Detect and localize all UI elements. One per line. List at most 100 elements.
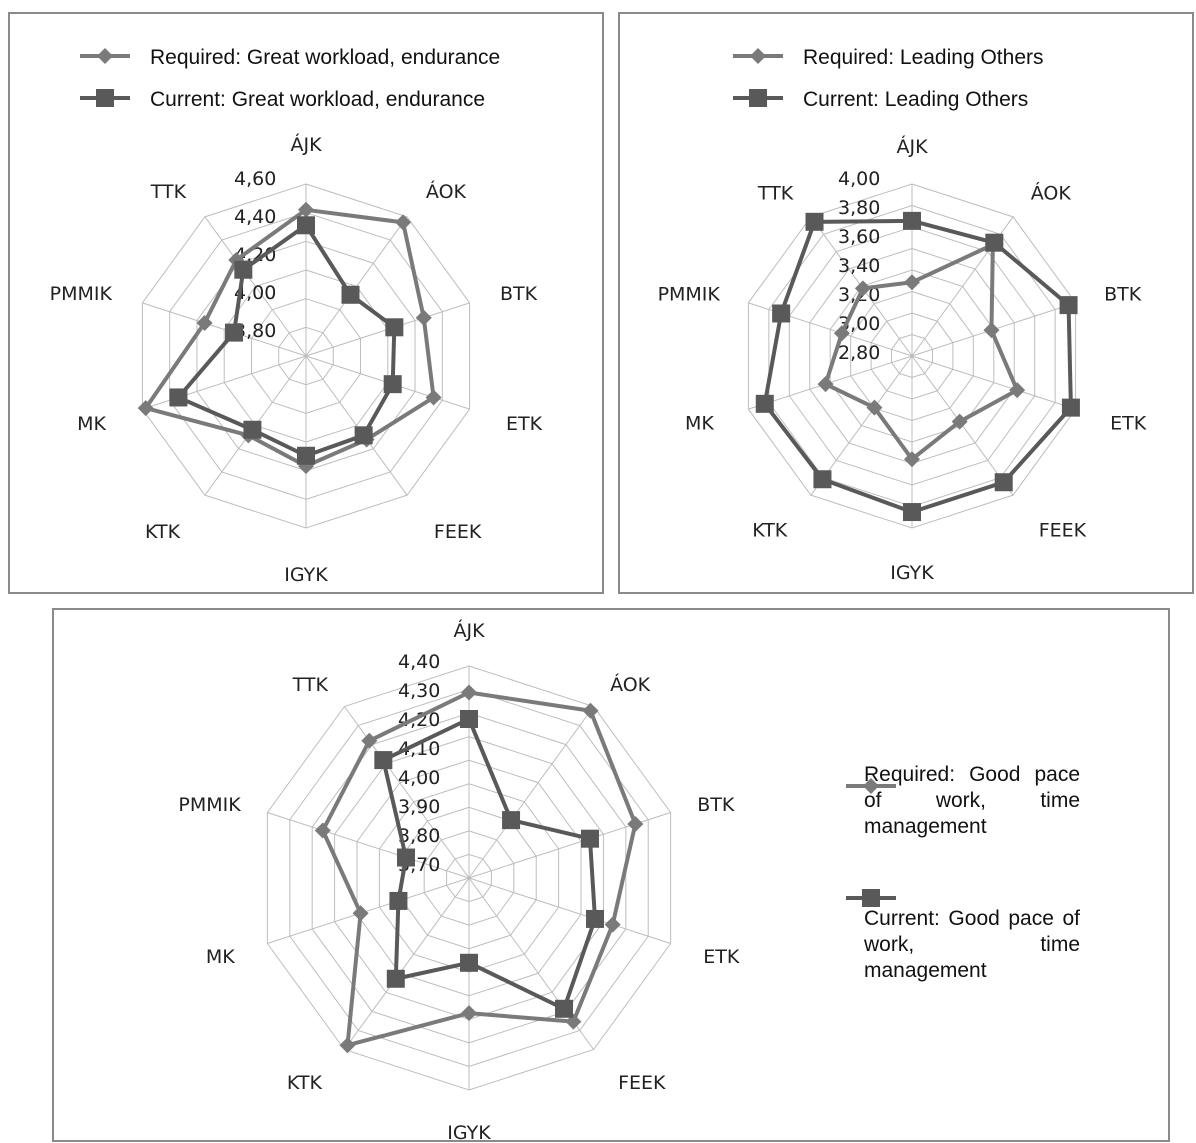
- category-label: IGYK: [447, 1122, 491, 1143]
- data-point-required: [352, 905, 369, 922]
- data-point-current: [341, 285, 360, 304]
- grid-spoke: [343, 706, 470, 879]
- data-point-current: [374, 751, 393, 770]
- data-point-current: [243, 420, 262, 439]
- data-point-current: [169, 388, 188, 407]
- tick-label: 4,10: [398, 738, 440, 760]
- data-point-current: [903, 503, 921, 522]
- radar-chart-0: 4,60 4,40 4,20 4,00 3,80 ÁJK ÁOK BTK ETK FEEK IGYK…: [50, 46, 543, 586]
- data-point-current: [460, 953, 478, 972]
- data-point-required: [137, 400, 154, 417]
- data-point-required: [854, 280, 871, 297]
- data-point-current: [994, 473, 1013, 492]
- category-label: ÁJK: [290, 133, 322, 156]
- data-point-current: [386, 969, 405, 988]
- data-point-current: [225, 323, 244, 342]
- data-point-required: [425, 389, 442, 406]
- data-point-current: [903, 211, 921, 230]
- grid-spoke: [305, 355, 408, 496]
- data-point-required: [415, 309, 432, 326]
- category-label: ÁJK: [453, 619, 485, 642]
- data-point-current: [502, 811, 521, 830]
- data-point-current: [297, 446, 315, 465]
- data-point-required: [604, 916, 621, 933]
- data-point-current: [580, 829, 599, 848]
- legend-label: Required: Leading Others: [803, 46, 1044, 69]
- tick-label: 4,40: [234, 206, 276, 228]
- grid-spoke: [267, 812, 470, 879]
- tick-label: 4,40: [398, 651, 440, 673]
- category-label: PMMIK: [658, 284, 721, 306]
- category-label: ETK: [506, 413, 543, 435]
- data-point-current: [385, 318, 404, 337]
- tick-label: 4,30: [398, 680, 440, 702]
- data-point-current: [389, 891, 408, 910]
- data-point-current: [297, 216, 315, 235]
- data-point-required: [866, 399, 883, 416]
- legend-label: Current: Leading Others: [803, 88, 1028, 111]
- chart-panel-leading: [618, 12, 1194, 594]
- tick-label: 3,60: [838, 226, 880, 248]
- category-label: TTK: [150, 181, 187, 203]
- tick-label: 4,00: [234, 282, 276, 304]
- data-point-required: [904, 451, 920, 468]
- category-label: IGYK: [284, 564, 328, 586]
- data-point-required: [951, 413, 968, 430]
- data-point-required: [461, 1005, 477, 1022]
- category-label: MK: [77, 413, 106, 435]
- radar-chart-2: 4,404,304,204,104,003,903,803,70ÁJKÁOKBT…: [178, 619, 896, 1143]
- legend-entry-required-text: Required: Good pace of work, time manage…: [864, 763, 1080, 838]
- data-point-required: [1009, 382, 1026, 399]
- grid-spoke: [911, 355, 1076, 410]
- legend-marker-current: [749, 89, 767, 107]
- data-point-current: [805, 212, 824, 231]
- category-label: ÁJK: [896, 135, 928, 158]
- tick-label: 4,60: [234, 168, 276, 190]
- data-point-required: [196, 315, 213, 332]
- category-label: KTK: [145, 521, 181, 543]
- grid-spoke: [468, 706, 595, 879]
- category-label: KTK: [287, 1072, 323, 1094]
- grid-spoke: [343, 877, 470, 1050]
- data-point-required: [627, 815, 644, 832]
- series-line-current: [762, 218, 1073, 515]
- data-point-current: [234, 260, 253, 279]
- category-label: BTK: [697, 794, 735, 816]
- tick-label: 4,20: [398, 709, 440, 731]
- data-point-current: [586, 909, 605, 928]
- tick-label: 4,00: [398, 767, 440, 789]
- data-point-required: [339, 1037, 356, 1054]
- data-point-current: [772, 304, 791, 323]
- legend-label: Required: Great workload, endurance: [150, 46, 500, 69]
- data-point-current: [1059, 296, 1078, 315]
- tick-label: 2,80: [838, 342, 880, 364]
- category-label: FEEK: [434, 521, 482, 543]
- category-label: ETK: [1110, 412, 1147, 434]
- tick-label: 3,40: [838, 255, 880, 277]
- category-label: KTK: [752, 519, 788, 541]
- data-point-current: [1061, 398, 1080, 417]
- data-point-required: [904, 274, 920, 291]
- tick-label: 4,20: [234, 244, 276, 266]
- legend-entry-current-text: Current: Good pace of work, time managem…: [864, 907, 1080, 982]
- grid-spoke: [142, 302, 307, 357]
- category-label: TTK: [757, 183, 794, 205]
- legend-label: Current: Great workload, endurance: [150, 88, 485, 111]
- data-point-current: [985, 233, 1004, 252]
- category-label: ETK: [703, 946, 740, 968]
- data-point-required: [461, 684, 477, 701]
- tick-label: 3,90: [398, 796, 440, 818]
- data-point-required: [582, 702, 599, 719]
- grid-spoke: [204, 216, 307, 357]
- data-point-current: [555, 999, 574, 1018]
- chart-panel-pace: [52, 608, 1170, 1142]
- legend-marker-required: [97, 48, 113, 64]
- series-line-required: [143, 207, 436, 469]
- data-point-required: [314, 822, 331, 839]
- data-point-required: [833, 325, 850, 342]
- legend-marker-current: [862, 889, 880, 907]
- tick-label: 3,80: [838, 197, 880, 219]
- data-point-current: [755, 394, 774, 413]
- tick-label: 4,00: [838, 168, 880, 190]
